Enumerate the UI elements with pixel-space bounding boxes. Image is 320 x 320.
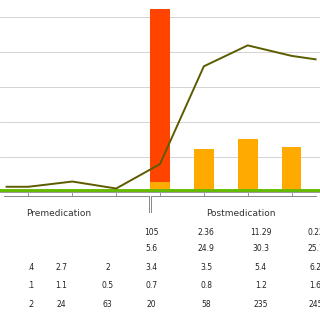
Text: 58: 58 bbox=[201, 300, 211, 309]
Text: 24: 24 bbox=[57, 300, 66, 309]
Text: 2.36: 2.36 bbox=[197, 228, 214, 237]
Text: 245: 245 bbox=[308, 300, 320, 309]
Text: 235: 235 bbox=[253, 300, 268, 309]
Text: 3.4: 3.4 bbox=[145, 263, 157, 272]
Text: 2: 2 bbox=[105, 263, 110, 272]
Bar bbox=[194, 148, 214, 192]
Text: 5.4: 5.4 bbox=[255, 263, 267, 272]
Text: 30.3: 30.3 bbox=[252, 244, 269, 253]
Text: .2: .2 bbox=[27, 300, 34, 309]
Bar bbox=[238, 139, 258, 192]
Text: 1.1: 1.1 bbox=[55, 281, 67, 290]
Text: 24.9: 24.9 bbox=[197, 244, 214, 253]
Text: 105: 105 bbox=[144, 228, 158, 237]
Text: .4: .4 bbox=[27, 263, 34, 272]
Text: Postmedication: Postmedication bbox=[206, 209, 276, 218]
Text: 0.7: 0.7 bbox=[145, 281, 157, 290]
Bar bbox=[238, 172, 258, 192]
Text: 25.7: 25.7 bbox=[307, 244, 320, 253]
Bar bbox=[150, 182, 170, 192]
Text: 1.2: 1.2 bbox=[255, 281, 267, 290]
Text: .1: .1 bbox=[27, 281, 34, 290]
Text: 11.29: 11.29 bbox=[250, 228, 272, 237]
Text: 20: 20 bbox=[147, 300, 156, 309]
Bar bbox=[282, 147, 301, 192]
Text: 3.5: 3.5 bbox=[200, 263, 212, 272]
Text: 6.2: 6.2 bbox=[310, 263, 320, 272]
Text: 5.6: 5.6 bbox=[145, 244, 157, 253]
Text: Premedication: Premedication bbox=[27, 209, 92, 218]
Text: 2.7: 2.7 bbox=[55, 263, 68, 272]
Bar bbox=[150, 9, 170, 192]
Text: 0.22: 0.22 bbox=[307, 228, 320, 237]
Text: 0.8: 0.8 bbox=[200, 281, 212, 290]
Text: 63: 63 bbox=[102, 300, 112, 309]
Text: 0.5: 0.5 bbox=[101, 281, 114, 290]
Text: 1.6: 1.6 bbox=[310, 281, 320, 290]
